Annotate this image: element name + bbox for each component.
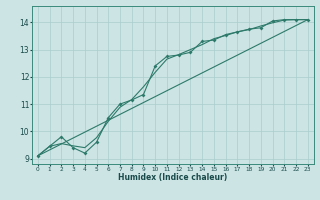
X-axis label: Humidex (Indice chaleur): Humidex (Indice chaleur) <box>118 173 228 182</box>
